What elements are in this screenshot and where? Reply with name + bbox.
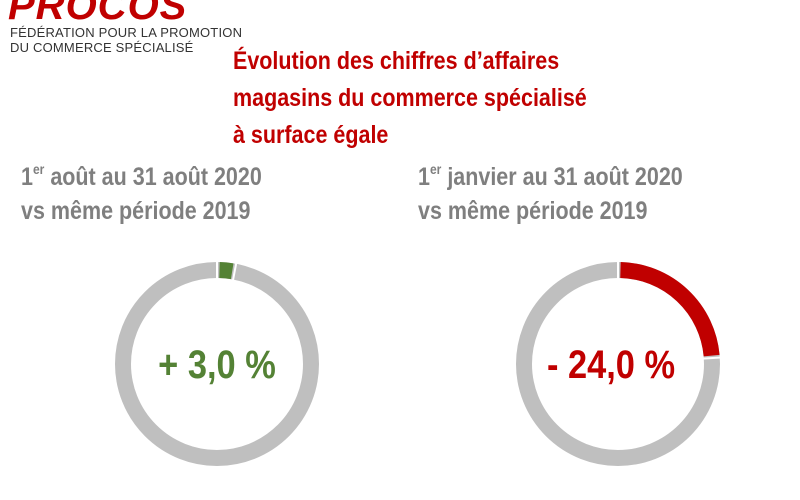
title-line-3: à surface égale	[233, 121, 389, 149]
org-line-2: DU COMMERCE SPÉCIALISÉ	[10, 40, 194, 55]
title-line-1: Évolution des chiffres d’affaires	[233, 47, 560, 75]
donut-separator	[702, 356, 721, 360]
value-label-right: - 24,0 %	[546, 343, 676, 387]
donut-value-arc	[219, 262, 234, 280]
donut-value-arc	[620, 262, 720, 357]
donut-chart-left	[115, 261, 319, 466]
period-right-line-2: vs même période 2019	[418, 197, 648, 225]
title-line-2: magasins du commerce spécialisé	[233, 84, 587, 112]
period-left-line-1: 1er août au 31 août 2020	[21, 161, 262, 191]
organization-name: FÉDÉRATION POUR LA PROMOTION DU COMMERCE…	[10, 25, 270, 55]
value-label-left: + 3,0 %	[158, 343, 276, 387]
period-label-left: 1er août au 31 août 2020 vs même période…	[21, 160, 331, 228]
org-line-1: FÉDÉRATION POUR LA PROMOTION	[10, 25, 243, 40]
period-left-line-2: vs même période 2019	[21, 197, 251, 225]
period-label-right: 1er janvier au 31 août 2020 vs même péri…	[418, 160, 728, 228]
procos-logo: PROCOS	[8, 0, 188, 28]
donut-chart-right	[516, 261, 721, 466]
donut-separator	[231, 262, 238, 281]
chart-title: Évolution des chiffres d’affaires magasi…	[233, 43, 680, 154]
period-right-line-1: 1er janvier au 31 août 2020	[418, 161, 683, 191]
